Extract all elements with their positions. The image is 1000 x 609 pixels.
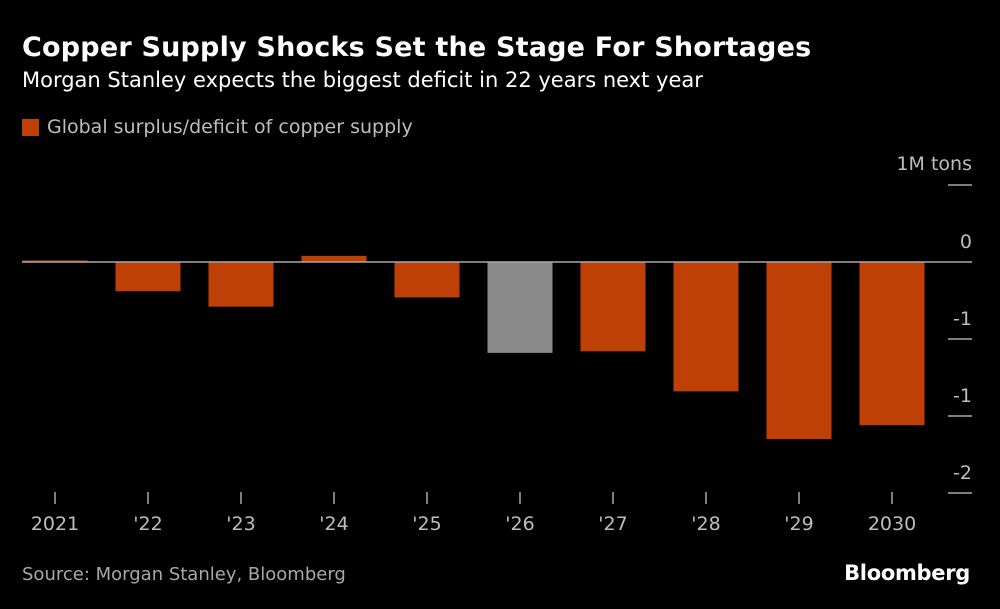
bar-1 — [115, 262, 181, 292]
bar-5 — [487, 262, 553, 353]
y-tick-label: -2 — [953, 462, 972, 484]
x-tick-label: 2021 — [31, 513, 79, 535]
bar-8 — [766, 262, 832, 440]
x-tick-label: '28 — [691, 513, 720, 535]
chart-subtitle: Morgan Stanley expects the biggest defic… — [22, 68, 703, 92]
x-tick-label: '22 — [133, 513, 162, 535]
y-unit-label: 1M tons — [896, 153, 972, 175]
bar-4 — [394, 262, 460, 298]
y-tick-label: -1 — [953, 308, 972, 330]
source-note: Source: Morgan Stanley, Bloomberg — [22, 564, 346, 585]
bar-2 — [208, 262, 274, 307]
bar-3 — [301, 255, 367, 262]
legend: Global surplus/deficit of copper supply — [22, 116, 413, 138]
y-tick-label: -1 — [953, 385, 972, 407]
bar-7 — [673, 262, 739, 392]
bar-6 — [580, 262, 646, 352]
x-tick-label: '29 — [784, 513, 813, 535]
x-tick-label: '26 — [505, 513, 534, 535]
x-tick-label: '27 — [598, 513, 627, 535]
legend-label: Global surplus/deficit of copper supply — [47, 116, 413, 138]
x-tick-label: '23 — [226, 513, 255, 535]
y-tick-label: 0 — [960, 231, 972, 253]
x-tick-label: 2030 — [868, 513, 916, 535]
bloomberg-logo: Bloomberg — [844, 561, 970, 585]
chart-title: Copper Supply Shocks Set the Stage For S… — [22, 32, 812, 63]
legend-swatch — [22, 118, 39, 136]
x-tick-label: '24 — [319, 513, 348, 535]
bar-0 — [22, 260, 88, 262]
x-tick-label: '25 — [412, 513, 441, 535]
bar-9 — [859, 262, 925, 426]
